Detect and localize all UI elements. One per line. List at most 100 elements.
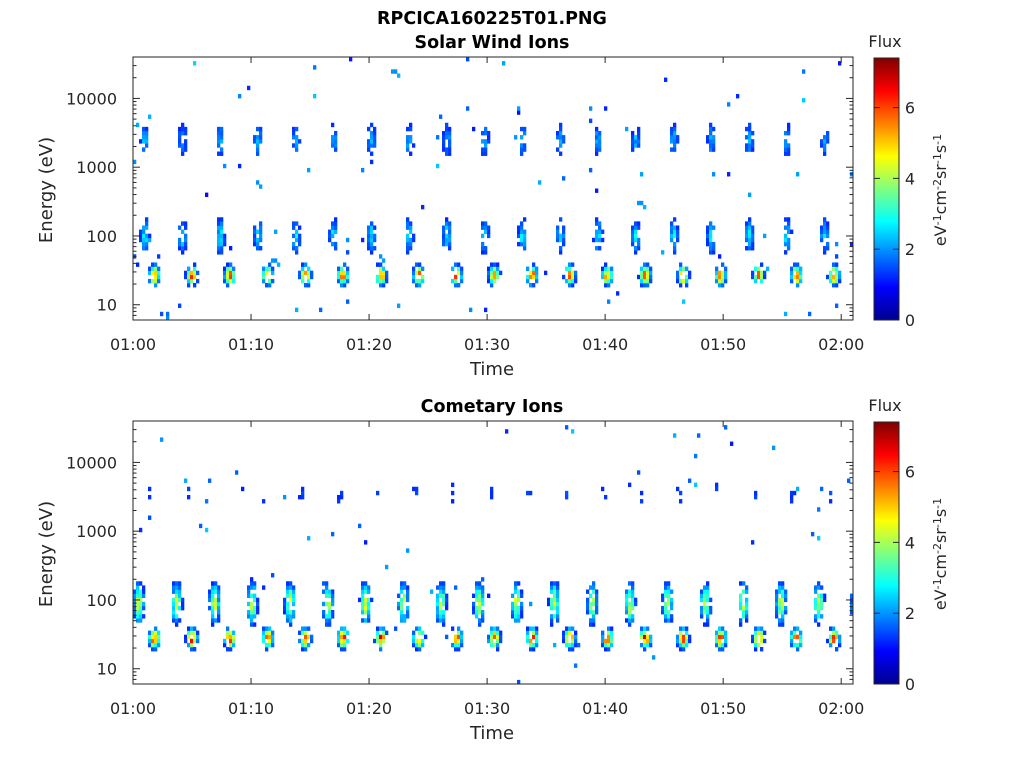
- heatmap-cell: [148, 634, 152, 640]
- heatmap-cell: [331, 241, 335, 247]
- heatmap-cell: [136, 593, 140, 598]
- heatmap-cell: [493, 630, 497, 635]
- heatmap-cell: [520, 605, 524, 611]
- heatmap-cell: [559, 130, 563, 136]
- heatmap-cell: [151, 638, 155, 644]
- heatmap-cell: [442, 585, 446, 590]
- heatmap-cell: [520, 241, 524, 247]
- heatmap-cell: [517, 241, 521, 247]
- heatmap-cell: [217, 229, 221, 234]
- heatmap-cell: [256, 237, 260, 243]
- heatmap-cell: [148, 278, 152, 284]
- heatmap-cell: [496, 642, 500, 648]
- heatmap-cell: [415, 638, 419, 644]
- heatmap-cell: [436, 601, 440, 607]
- panel-title-cometary: Cometary Ions: [421, 397, 564, 417]
- heatmap-cell: [406, 250, 410, 255]
- heatmap-cell: [694, 453, 698, 459]
- heatmap-cell: [796, 642, 800, 648]
- heatmap-cell: [142, 147, 146, 152]
- heatmap-cell: [664, 614, 668, 619]
- heatmap-cell: [685, 626, 689, 631]
- heatmap-cell: [277, 262, 281, 267]
- heatmap-cell: [157, 638, 161, 644]
- heatmap-cell: [289, 581, 293, 586]
- heatmap-cell: [217, 135, 221, 140]
- heatmap-cell: [787, 130, 791, 136]
- heatmap-cell: [700, 605, 704, 611]
- heatmap-cell: [340, 647, 344, 652]
- heatmap-cell: [178, 618, 182, 623]
- heatmap-cell: [367, 139, 371, 144]
- heatmap-cell: [403, 597, 407, 603]
- heatmap-cell: [748, 241, 752, 247]
- heatmap-cell: [799, 642, 803, 648]
- heatmap-cell: [817, 601, 821, 607]
- heatmap-cell: [748, 225, 752, 230]
- y-axis-label-cometary: Energy (eV): [36, 501, 57, 607]
- heatmap-cell: [301, 490, 305, 496]
- heatmap-cell: [268, 262, 272, 267]
- heatmap-cell: [823, 229, 827, 234]
- heatmap-cell: [634, 246, 638, 251]
- heatmap-cell: [382, 270, 386, 276]
- heatmap-cell: [832, 262, 836, 267]
- heatmap-cell: [340, 270, 344, 276]
- heatmap-cell: [559, 151, 563, 156]
- heatmap-cell: [439, 585, 443, 590]
- heatmap-cell: [292, 135, 296, 140]
- heatmap-cell: [382, 274, 386, 280]
- heatmap-cell: [256, 151, 260, 156]
- heatmap-cell: [556, 605, 560, 611]
- heatmap-cell: [604, 274, 608, 280]
- heatmap-cell: [223, 163, 227, 169]
- heatmap-cell: [526, 278, 530, 284]
- heatmap-cell: [760, 638, 764, 644]
- heatmap-cell: [379, 642, 383, 648]
- heatmap-cell: [784, 589, 788, 594]
- heatmap-cell: [292, 130, 296, 136]
- heatmap-cell: [550, 585, 554, 590]
- heatmap-cell: [217, 151, 221, 156]
- heatmap-cell: [394, 626, 398, 631]
- heatmap-cell: [820, 229, 824, 234]
- heatmap-cell: [751, 143, 755, 148]
- heatmap-cell: [340, 283, 344, 288]
- heatmap-cell: [604, 638, 608, 644]
- heatmap-cell: [481, 585, 485, 590]
- figure-title: RPCICA160225T01.PNG: [377, 9, 607, 29]
- heatmap-cell: [829, 642, 833, 648]
- heatmap-cell: [472, 610, 476, 615]
- heatmap-cell: [631, 605, 635, 611]
- heatmap-cell: [445, 225, 449, 230]
- heatmap-cell: [250, 618, 254, 623]
- heatmap-cell: [166, 315, 170, 321]
- heatmap-cell: [142, 126, 146, 132]
- heatmap-cell: [721, 630, 725, 635]
- heatmap-cell: [337, 278, 341, 284]
- heatmap-cell: [745, 221, 749, 226]
- heatmap-cell: [760, 630, 764, 635]
- heatmap-cell: [457, 642, 461, 648]
- heatmap-cell: [457, 634, 461, 640]
- heatmap-cell: [331, 610, 335, 615]
- heatmap-cell: [151, 270, 155, 276]
- heatmap-cell: [418, 278, 422, 284]
- heatmap-cell: [646, 270, 650, 276]
- heatmap-cell: [208, 597, 212, 603]
- heatmap-cell: [700, 610, 704, 615]
- heatmap-cell: [826, 221, 830, 226]
- heatmap-cell: [535, 274, 539, 280]
- heatmap-cell: [475, 614, 479, 619]
- heatmap-cell: [838, 270, 842, 276]
- heatmap-cell: [607, 642, 611, 648]
- heatmap-cell: [826, 225, 830, 230]
- heatmap-cell: [370, 135, 374, 140]
- heatmap-cell: [412, 233, 416, 239]
- heatmap-cell: [703, 605, 707, 611]
- heatmap-cell: [523, 237, 527, 243]
- heatmap-cell: [634, 597, 638, 603]
- heatmap-cell: [763, 274, 767, 280]
- heatmap-cell: [268, 278, 272, 284]
- heatmap-cell: [187, 266, 191, 271]
